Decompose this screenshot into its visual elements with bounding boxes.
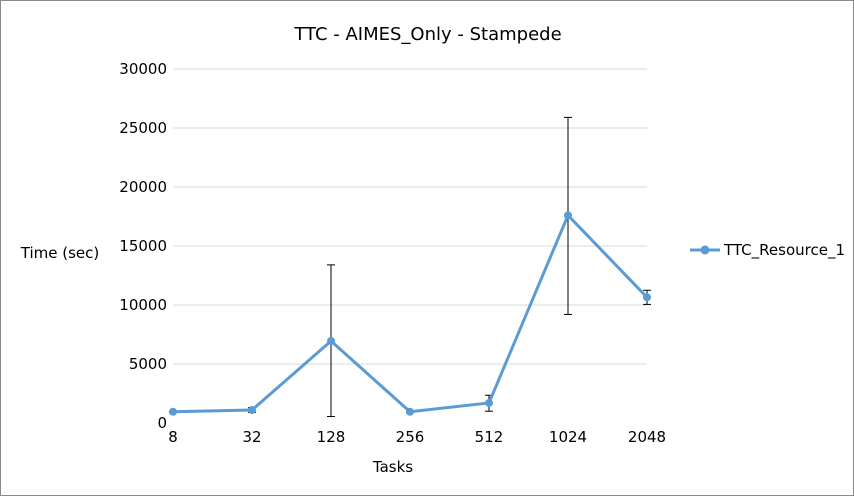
y-tick-label: 20000 bbox=[119, 178, 167, 196]
data-point bbox=[406, 407, 414, 416]
data-point bbox=[564, 211, 572, 220]
y-tick-label: 0 bbox=[157, 414, 167, 432]
legend-label: TTC_Resource_1 bbox=[723, 241, 845, 260]
data-point bbox=[643, 293, 651, 302]
data-point bbox=[327, 336, 335, 345]
gridlines bbox=[173, 68, 647, 365]
data-point bbox=[169, 407, 177, 416]
y-axis-ticks: 0 5000 10000 15000 20000 25000 30000 bbox=[119, 60, 167, 432]
x-tick-label: 1024 bbox=[549, 428, 587, 446]
y-tick-label: 30000 bbox=[119, 60, 167, 78]
data-point bbox=[248, 406, 256, 415]
x-tick-label: 128 bbox=[317, 428, 346, 446]
x-axis-title: Tasks bbox=[372, 458, 413, 476]
error-bars bbox=[169, 116, 651, 418]
data-point bbox=[485, 398, 493, 407]
y-tick-label: 10000 bbox=[119, 296, 167, 314]
x-axis-ticks: 8 32 128 256 512 1024 2048 bbox=[168, 428, 666, 446]
x-tick-label: 32 bbox=[242, 428, 261, 446]
series-line bbox=[172, 213, 649, 414]
y-tick-label: 5000 bbox=[129, 355, 167, 373]
y-axis-title: Time (sec) bbox=[20, 244, 99, 262]
chart-title: TTC - AIMES_Only - Stampede bbox=[293, 24, 561, 45]
legend: TTC_Resource_1 bbox=[690, 241, 845, 260]
legend-marker bbox=[700, 245, 710, 255]
y-tick-label: 25000 bbox=[119, 119, 167, 137]
x-tick-label: 512 bbox=[475, 428, 504, 446]
x-tick-label: 256 bbox=[396, 428, 425, 446]
series-group bbox=[169, 211, 651, 416]
x-tick-label: 2048 bbox=[628, 428, 666, 446]
y-tick-label: 15000 bbox=[119, 237, 167, 255]
x-tick-label: 8 bbox=[168, 428, 178, 446]
